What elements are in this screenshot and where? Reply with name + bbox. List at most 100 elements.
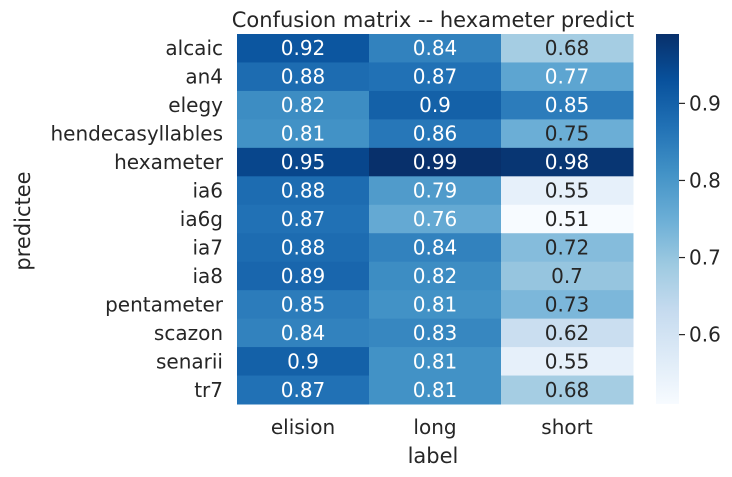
heatmap-cell	[501, 90, 634, 120]
cell-value-label: 0.77	[545, 65, 590, 89]
cell-value-label: 0.81	[413, 378, 458, 402]
cell-value-label: 0.81	[281, 122, 326, 146]
cell-value-label: 0.99	[413, 150, 458, 174]
heatmap-cell	[237, 318, 370, 348]
heatmap-cell	[369, 204, 502, 234]
cell-value-label: 0.68	[545, 36, 590, 60]
y-tick-label: alcaic	[165, 36, 223, 60]
cell-value-label: 0.86	[413, 122, 458, 146]
cell-value-label: 0.95	[281, 150, 326, 174]
heatmap-cell	[237, 34, 370, 63]
heatmap-cell	[237, 62, 370, 92]
y-tick-labels: alcaic an4 elegy hendecasyllables hexameter i…	[50, 36, 223, 402]
cell-value-label: 0.84	[281, 321, 326, 345]
cell-value-label: 0.84	[413, 235, 458, 259]
heatmap-cell	[237, 119, 370, 149]
y-tick-label: ia8	[192, 264, 223, 288]
y-tick-label: scazon	[154, 321, 223, 345]
cell-value-label: 0.75	[545, 122, 590, 146]
heatmap-cell	[501, 375, 634, 405]
heatmap-cell	[369, 318, 502, 348]
cell-value-label: 0.83	[413, 321, 458, 345]
cell-value-label: 0.7	[551, 264, 583, 288]
heatmap-cell	[369, 62, 502, 92]
heatmap-cell	[501, 347, 634, 377]
cell-value-label: 0.87	[281, 207, 326, 231]
chart-title: Confusion matrix -- hexameter predict	[232, 8, 634, 32]
cell-value-label: 0.85	[281, 292, 326, 316]
cell-value-label: 0.72	[545, 235, 590, 259]
y-axis-label: predictee	[11, 171, 35, 270]
cell-value-label: 0.85	[545, 93, 590, 117]
cell-value-label: 0.98	[545, 150, 590, 174]
y-tick-label: pentameter	[105, 292, 224, 316]
cell-value-label: 0.81	[413, 349, 458, 373]
y-tick-label: hexameter	[114, 150, 224, 174]
heatmap-cell	[369, 147, 502, 177]
heatmap-cell	[237, 176, 370, 206]
heatmap-cell	[237, 261, 370, 291]
cell-value-label: 0.79	[413, 179, 458, 203]
y-tick-label: ia6g	[180, 207, 223, 231]
heatmap-cell	[369, 290, 502, 320]
x-tick-label: short	[541, 415, 593, 439]
heatmap-cell	[369, 233, 502, 263]
cell-value-label: 0.68	[545, 378, 590, 402]
heatmap-cell	[237, 290, 370, 320]
cell-value-label: 0.87	[281, 378, 326, 402]
colorbar-tick-label: 0.6	[689, 323, 721, 347]
heatmap-cell	[369, 261, 502, 291]
y-tick-label: senarii	[156, 349, 223, 373]
cell-value-label: 0.81	[413, 292, 458, 316]
cell-value-label: 0.55	[545, 349, 590, 373]
y-tick-label: tr7	[194, 378, 223, 402]
x-tick-label: elision	[271, 415, 335, 439]
heatmap-cell	[237, 204, 370, 234]
colorbar-tick-label: 0.7	[689, 246, 721, 270]
heatmap-cell	[369, 347, 502, 377]
cell-value-label: 0.9	[287, 349, 319, 373]
cell-value-label: 0.82	[413, 264, 458, 288]
cell-value-label: 0.62	[545, 321, 590, 345]
colorbar-ticks: 0.6 0.7 0.8 0.9	[679, 91, 721, 347]
heatmap-cell	[501, 318, 634, 348]
cell-value-label: 0.76	[413, 207, 458, 231]
heatmap-cell	[501, 119, 634, 149]
heatmap-cell	[501, 34, 634, 63]
cell-value-label: 0.9	[419, 93, 451, 117]
x-axis-label: label	[408, 444, 459, 468]
cell-value-label: 0.87	[413, 65, 458, 89]
heatmap-cell	[501, 147, 634, 177]
heatmap-cell	[501, 204, 634, 234]
cell-value-label: 0.88	[281, 179, 326, 203]
heatmap-cell	[501, 290, 634, 320]
colorbar	[656, 34, 679, 404]
x-tick-label: long	[413, 415, 456, 439]
heatmap-cell	[369, 34, 502, 63]
heatmap-cell	[369, 176, 502, 206]
cell-value-label: 0.88	[281, 235, 326, 259]
cell-value-label: 0.55	[545, 179, 590, 203]
cell-value-label: 0.73	[545, 292, 590, 316]
heatmap-cell	[501, 261, 634, 291]
heatmap-cell	[237, 147, 370, 177]
colorbar-tick-label: 0.9	[689, 91, 721, 115]
y-tick-label: elegy	[168, 93, 223, 117]
heatmap-cell	[369, 375, 502, 405]
heatmap-cell	[237, 375, 370, 405]
cell-value-label: 0.82	[281, 93, 326, 117]
heatmap-cell	[237, 233, 370, 263]
y-tick-label: an4	[185, 65, 223, 89]
heatmap-cell	[501, 233, 634, 263]
y-tick-label: ia7	[192, 235, 223, 259]
cell-value-label: 0.84	[413, 36, 458, 60]
heatmap-cell	[237, 347, 370, 377]
heatmap-cells: 0.92 0.84 0.68 0.88 0.87 0.77 0.82 0.9 0.85 0.81 0…	[237, 34, 634, 405]
y-tick-label: ia6	[192, 179, 223, 203]
cell-value-label: 0.88	[281, 65, 326, 89]
heatmap-cell	[501, 176, 634, 206]
cell-value-label: 0.92	[281, 36, 326, 60]
heatmap-cell	[369, 90, 502, 120]
colorbar-tick-label: 0.8	[689, 168, 721, 192]
